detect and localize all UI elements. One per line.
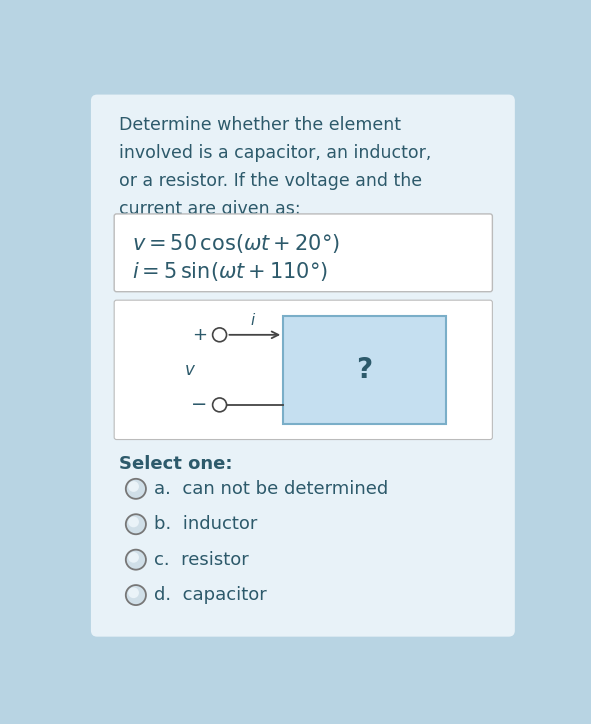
Text: b.  inductor: b. inductor	[154, 515, 257, 534]
FancyBboxPatch shape	[114, 214, 492, 292]
Text: −: −	[191, 395, 207, 414]
Circle shape	[128, 481, 139, 492]
Text: i: i	[250, 313, 254, 329]
FancyBboxPatch shape	[114, 300, 492, 439]
Text: $i = 5\,\sin(\omega t + 110°)$: $i = 5\,\sin(\omega t + 110°)$	[132, 260, 328, 283]
Bar	[283, 316, 446, 424]
Circle shape	[126, 479, 146, 499]
Text: Determine whether the element
involved is a capacitor, an inductor,
or a resisto: Determine whether the element involved i…	[119, 116, 431, 217]
Text: +: +	[192, 326, 207, 344]
Circle shape	[126, 585, 146, 605]
Circle shape	[128, 552, 139, 563]
Text: $v = 50\,\cos(\omega t + 20°)$: $v = 50\,\cos(\omega t + 20°)$	[132, 232, 340, 255]
Text: c.  resistor: c. resistor	[154, 551, 248, 568]
Circle shape	[126, 550, 146, 570]
Text: Select one:: Select one:	[119, 455, 232, 473]
FancyBboxPatch shape	[91, 95, 515, 636]
Text: a.  can not be determined: a. can not be determined	[154, 480, 388, 498]
Circle shape	[128, 587, 139, 598]
Circle shape	[213, 398, 226, 412]
Circle shape	[213, 328, 226, 342]
Text: d.  capacitor: d. capacitor	[154, 586, 267, 604]
Text: ?: ?	[356, 356, 372, 384]
Circle shape	[126, 514, 146, 534]
Text: v: v	[185, 361, 195, 379]
Circle shape	[128, 516, 139, 527]
